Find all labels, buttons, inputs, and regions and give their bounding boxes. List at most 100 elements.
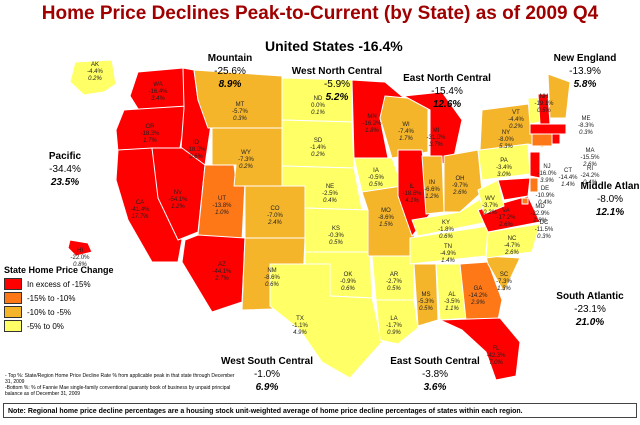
region-book-share: 8.9% <box>218 79 242 90</box>
state-label-oh: OH -9.7% 2.6% <box>440 176 480 197</box>
state-label-hi: HI -22.0% 0.8% <box>60 248 100 269</box>
state-label-md: MD -22.9% 2.8% <box>520 204 560 225</box>
state-book-share: 1.7% <box>143 138 157 144</box>
region-esc: East South Central -3.8% 3.6% <box>380 355 490 394</box>
region-book-share: 12.1% <box>595 207 625 218</box>
state-wv <box>477 179 505 215</box>
state-decline: -10.9% <box>535 193 555 199</box>
state-me <box>547 73 571 119</box>
state-label-la: LA -1.7% 0.9% <box>374 316 414 337</box>
state-decline: -13.8% <box>212 203 232 209</box>
state-abbr: OK <box>343 272 353 278</box>
state-nj <box>529 151 541 179</box>
region-book-share: 5.2% <box>325 92 349 103</box>
state-abbr: TN <box>444 244 452 250</box>
state-label-ut: UT -13.8% 1.0% <box>202 196 242 217</box>
state-book-share: 5.3% <box>499 144 513 150</box>
state-label-dc: DC -11.5% 0.3% <box>524 220 564 241</box>
state-book-share: 1.3% <box>497 286 511 292</box>
state-abbr: ME <box>581 116 591 122</box>
region-ma: Middle Atlan -8.0% 12.1% <box>575 180 640 219</box>
state-ga <box>459 261 503 321</box>
page-title: Home Price Declines Peak-to-Current (by … <box>41 3 599 24</box>
state-abbr: RI <box>587 166 593 172</box>
state-abbr: DC <box>539 220 549 226</box>
state-abbr: AZ <box>218 262 226 268</box>
legend-label: -10% to -5% <box>27 307 72 317</box>
state-abbr: UT <box>218 196 226 202</box>
state-label-az: AZ -44.1% 2.7% <box>202 262 242 283</box>
region-name: West South Central <box>220 356 314 367</box>
state-book-share: 0.4% <box>323 198 337 204</box>
state-label-il: IL -18.6% 4.1% <box>392 184 432 205</box>
state-abbr: KY <box>441 220 450 226</box>
state-label-id: ID -18.0% 0.6% <box>176 140 216 161</box>
state-book-share: 2.9% <box>471 300 485 306</box>
state-book-share: 0.5% <box>419 306 433 312</box>
state-label-ct: CT -14.4% 1.4% <box>548 168 588 189</box>
state-book-share: 1.5% <box>379 222 393 228</box>
state-abbr: MO <box>381 208 391 214</box>
state-abbr: CO <box>270 206 280 212</box>
state-decline: -18.3% <box>140 131 160 137</box>
region-name: Mountain <box>207 53 253 64</box>
state-book-share: 1.0% <box>215 210 229 216</box>
region-mountain: Mountain -25.6% 8.9% <box>190 52 270 91</box>
state-decline: -8.3% <box>578 123 594 129</box>
state-decline: -14.4% <box>558 175 578 181</box>
state-label-ga: GA -14.2% 2.9% <box>458 286 498 307</box>
region-book-share: 12.6% <box>432 99 462 110</box>
footnotes: - Top %: State/Region Home Price Decline… <box>5 373 235 397</box>
state-decline: -8.6% <box>264 275 280 281</box>
state-decline: -3.5% <box>444 299 460 305</box>
state-book-share: 2.6% <box>499 222 513 228</box>
state-abbr: NJ <box>543 164 551 170</box>
legend-swatch <box>4 278 22 290</box>
region-book-share: 23.5% <box>50 177 80 188</box>
us-total: United States -16.4% <box>265 38 403 54</box>
state-abbr: PA <box>500 158 508 164</box>
region-wsc: West South Central -1.0% 6.9% <box>212 355 322 394</box>
state-decline: -18.6% <box>402 191 422 197</box>
state-oh <box>443 149 483 213</box>
state-book-share: 0.5% <box>387 286 401 292</box>
region-enc: East North Central -15.4% 12.6% <box>392 72 502 111</box>
state-abbr: IN <box>429 180 435 186</box>
state-abbr: IA <box>373 168 379 174</box>
legend-item: -15% to -10% <box>4 292 154 304</box>
state-label-ri: RI -24.2% 0.4% <box>570 166 610 187</box>
state-decline: -4.9% <box>440 251 456 257</box>
state-abbr: ND <box>313 96 323 102</box>
legend-swatch <box>4 292 22 304</box>
state-label-mt: MT -5.7% 0.3% <box>220 102 260 123</box>
state-abbr: MI <box>432 128 440 134</box>
state-abbr: CT <box>564 168 572 174</box>
state-nc <box>485 223 541 259</box>
state-book-share: 3.7% <box>429 142 443 148</box>
state-decline: -0.3% <box>328 233 344 239</box>
state-label-mo: MO -8.6% 1.5% <box>366 208 406 229</box>
state-label-co: CO -7.0% 2.4% <box>255 206 295 227</box>
state-book-share: 0.8% <box>73 262 87 268</box>
state-book-share: 1.8% <box>365 128 379 134</box>
state-label-me: ME -8.3% 0.3% <box>566 116 606 137</box>
region-name: New England <box>553 53 617 64</box>
state-label-or: OR -18.3% 1.7% <box>130 124 170 145</box>
state-book-share: 0.5% <box>537 108 551 114</box>
state-book-share: 2.6% <box>505 250 519 256</box>
state-abbr: VA <box>502 208 510 214</box>
state-abbr: MS <box>421 292 431 298</box>
state-ma <box>529 123 567 135</box>
state-abbr: MN <box>367 114 377 120</box>
state-book-share: 0.2% <box>509 124 523 130</box>
state-abbr: WA <box>153 82 163 88</box>
footnote-top: - Top %: State/Region Home Price Decline… <box>5 373 235 385</box>
legend: State Home Price Change In excess of -15… <box>4 265 154 334</box>
region-decline: -15.4% <box>431 86 463 97</box>
state-abbr: MD <box>535 204 545 210</box>
state-book-share: 0.2% <box>239 164 253 170</box>
state-decline: -42.3% <box>486 353 506 359</box>
state-abbr: NM <box>267 268 277 274</box>
state-abbr: DE <box>540 186 550 192</box>
